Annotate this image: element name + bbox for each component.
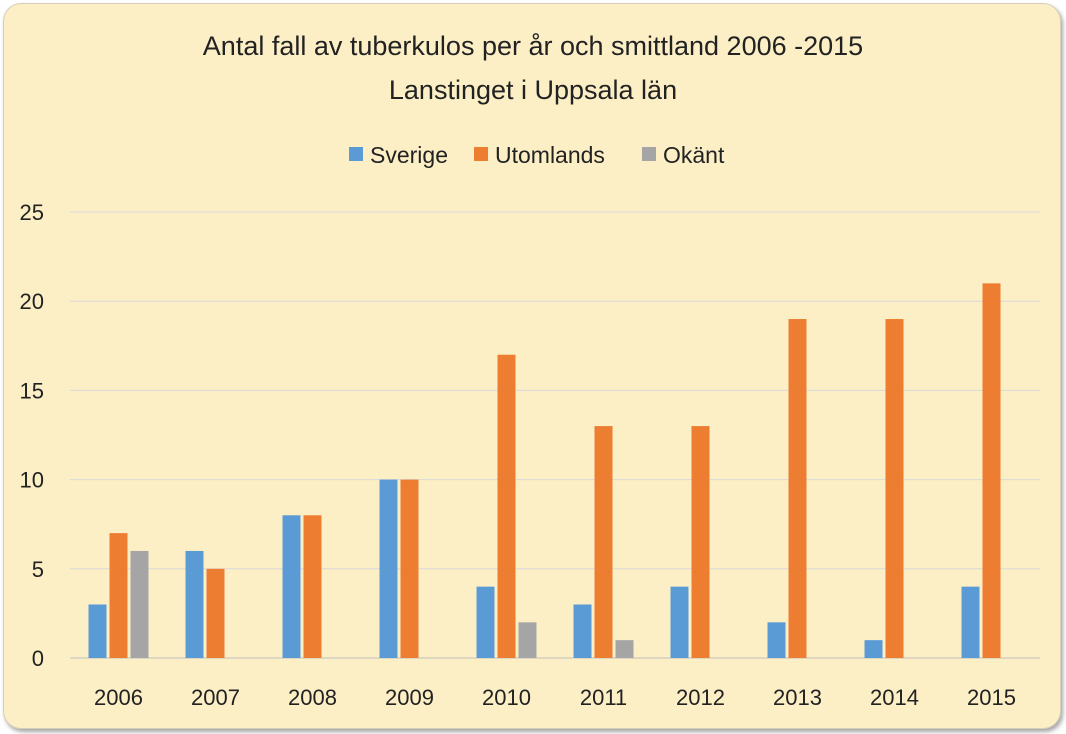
x-tick-label: 2008 (288, 685, 337, 710)
bar-utomlands-2014 (885, 319, 904, 658)
bar-utomlands-2007 (206, 568, 225, 658)
bar-sverige-2011 (573, 604, 592, 658)
y-tick-label: 25 (20, 200, 44, 225)
x-tick-label: 2015 (967, 685, 1016, 710)
bar-sverige-2014 (864, 640, 883, 658)
bar-utomlands-2013 (788, 319, 807, 658)
legend-swatch-okänt (642, 147, 656, 161)
bar-sverige-2010 (476, 586, 495, 658)
x-tick-label: 2009 (385, 685, 434, 710)
bar-sverige-2012 (670, 586, 689, 658)
bar-okänt-2011 (615, 640, 634, 658)
x-tick-label: 2014 (870, 685, 919, 710)
y-tick-label: 10 (20, 468, 44, 493)
bar-utomlands-2015 (982, 283, 1001, 658)
x-tick-label: 2013 (773, 685, 822, 710)
bar-utomlands-2011 (594, 426, 613, 658)
y-tick-label: 20 (20, 289, 44, 314)
bar-sverige-2007 (185, 550, 204, 658)
legend-swatch-sverige (349, 147, 363, 161)
legend-label-utomlands: Utomlands (495, 142, 605, 168)
bar-okänt-2006 (130, 550, 149, 658)
x-tick-label: 2011 (580, 685, 627, 710)
y-tick-label: 5 (32, 557, 44, 582)
chart-title: Antal fall av tuberkulos per år och smit… (203, 31, 863, 61)
bar-utomlands-2010 (497, 354, 516, 658)
legend-label-okänt: Okänt (663, 142, 725, 168)
x-axis: 2006 2007 2008 2009 2010 2011 2012 2013 2014 2015 (94, 685, 1016, 710)
bar-utomlands-2012 (691, 426, 710, 658)
x-tick-label: 2012 (676, 685, 725, 710)
bar-okänt-2010 (518, 622, 537, 658)
x-tick-label: 2007 (191, 685, 240, 710)
legend-label-sverige: Sverige (370, 142, 448, 168)
x-tick-label: 2010 (482, 685, 531, 710)
chart-subtitle: Lanstinget i Uppsala län (389, 75, 677, 105)
y-tick-label: 0 (32, 646, 44, 671)
bar-sverige-2013 (767, 622, 786, 658)
bar-sverige-2009 (379, 479, 398, 658)
bar-utomlands-2009 (400, 479, 419, 658)
bar-utomlands-2008 (303, 515, 322, 658)
y-axis: 0 5 10 15 20 25 (20, 200, 44, 671)
legend-swatch-utomlands (474, 147, 488, 161)
y-tick-label: 15 (20, 378, 44, 403)
x-tick-label: 2006 (94, 685, 143, 710)
bar-utomlands-2006 (109, 533, 128, 658)
bars (88, 283, 1001, 658)
chart-frame (3, 3, 1061, 729)
bar-sverige-2015 (961, 586, 980, 658)
legend: Sverige Utomlands Okänt (349, 142, 725, 168)
bar-sverige-2006 (88, 604, 107, 658)
bar-sverige-2008 (282, 515, 301, 658)
